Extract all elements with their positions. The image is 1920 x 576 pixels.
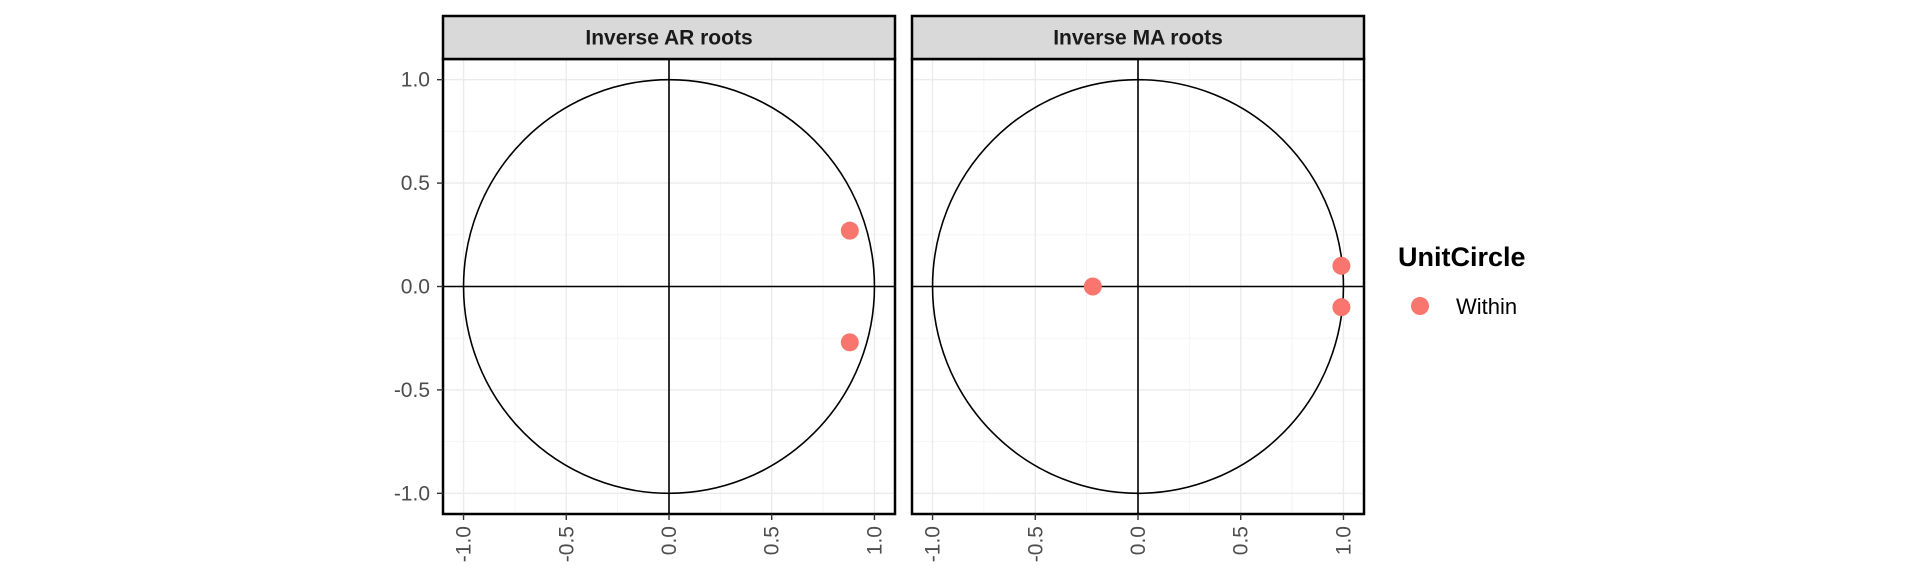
facet-title: Inverse AR roots	[585, 27, 752, 50]
y-tick-label: 0.5	[401, 172, 430, 195]
x-tick-label: 0.0	[1127, 526, 1150, 555]
legend-label: Within	[1456, 294, 1517, 319]
panel-ar: Inverse AR roots -1.0 -0.5 0.0 0.5 1.0 -1.0 -0.…	[394, 14, 897, 562]
legend-key	[1411, 297, 1429, 315]
facet-strip	[910, 14, 1366, 61]
x-tick-label: 0.5	[1230, 526, 1253, 555]
root-point	[1332, 298, 1351, 317]
facet-strip	[441, 14, 897, 61]
y-tick-label: 1.0	[401, 69, 430, 92]
x-tick-label: -0.5	[1024, 526, 1047, 562]
root-point	[840, 221, 859, 240]
root-point	[840, 333, 859, 352]
x-tick-label: -1.0	[922, 526, 945, 562]
x-tick-label: -1.0	[453, 526, 476, 562]
legend: UnitCircle Within	[1398, 242, 1526, 319]
panel-ma: Inverse MA roots -1.0 -0.5 0.0 0.5 1.0	[910, 14, 1366, 562]
x-tick-label: 1.0	[1332, 526, 1355, 555]
y-tick-label: 0.0	[401, 276, 430, 299]
x-tick-label: -0.5	[555, 526, 578, 562]
x-tick-label: 0.5	[761, 526, 784, 555]
unit-circle	[462, 78, 876, 495]
y-tick-label: -0.5	[394, 379, 430, 402]
root-point	[1083, 277, 1102, 296]
x-tick-label: 0.0	[658, 526, 681, 555]
legend-title: UnitCircle	[1398, 242, 1526, 272]
x-tick-label: 1.0	[863, 526, 886, 555]
facet-title: Inverse MA roots	[1053, 27, 1223, 50]
unit-circle	[931, 78, 1345, 495]
root-point	[1332, 256, 1351, 275]
y-tick-label: -1.0	[394, 482, 430, 505]
